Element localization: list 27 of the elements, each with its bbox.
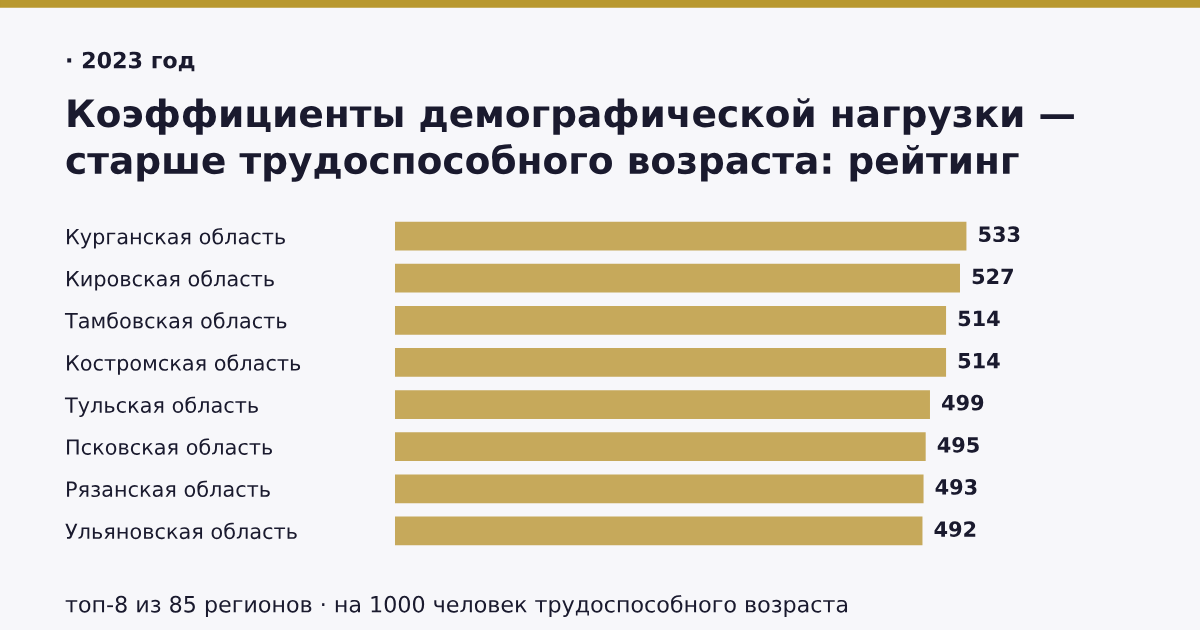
bar [395, 263, 960, 293]
y-tick-label: Курганская область [67, 227, 285, 249]
data-label: 514 [958, 353, 1000, 369]
bar [395, 348, 947, 377]
bar [395, 305, 947, 335]
bar [395, 474, 924, 504]
bar [395, 516, 923, 546]
data-label: 495 [937, 436, 979, 453]
bar [395, 390, 930, 419]
y-tick-label: Костромская область [67, 354, 301, 375]
y-tick-label: Ульяновская область [65, 522, 297, 540]
y-tick-label: Тульская область [64, 396, 258, 417]
data-label: 493 [935, 479, 977, 495]
y-tick-label: Рязанская область [67, 480, 270, 498]
y-tick-label: Псковская область [67, 438, 272, 455]
bar [395, 221, 967, 251]
data-label: 533 [979, 226, 1020, 243]
chart-title: Коэффициенты демографической нагрузки — старше трудоспособного возраста: рейтинг [66, 98, 1074, 182]
text: · 2023 год [67, 51, 195, 72]
text: топ-8 из 85 регионов · на 1000 человек трудоспособного возраста [65, 595, 848, 617]
data-label: 499 [942, 394, 984, 411]
data-label: 527 [972, 268, 1013, 285]
bar [395, 432, 926, 462]
data-label: 514 [958, 310, 1000, 327]
y-tick-label: Кировская область [67, 270, 274, 291]
y-tick-label: Тамбовская область [64, 312, 287, 329]
data-label: 492 [934, 521, 976, 537]
